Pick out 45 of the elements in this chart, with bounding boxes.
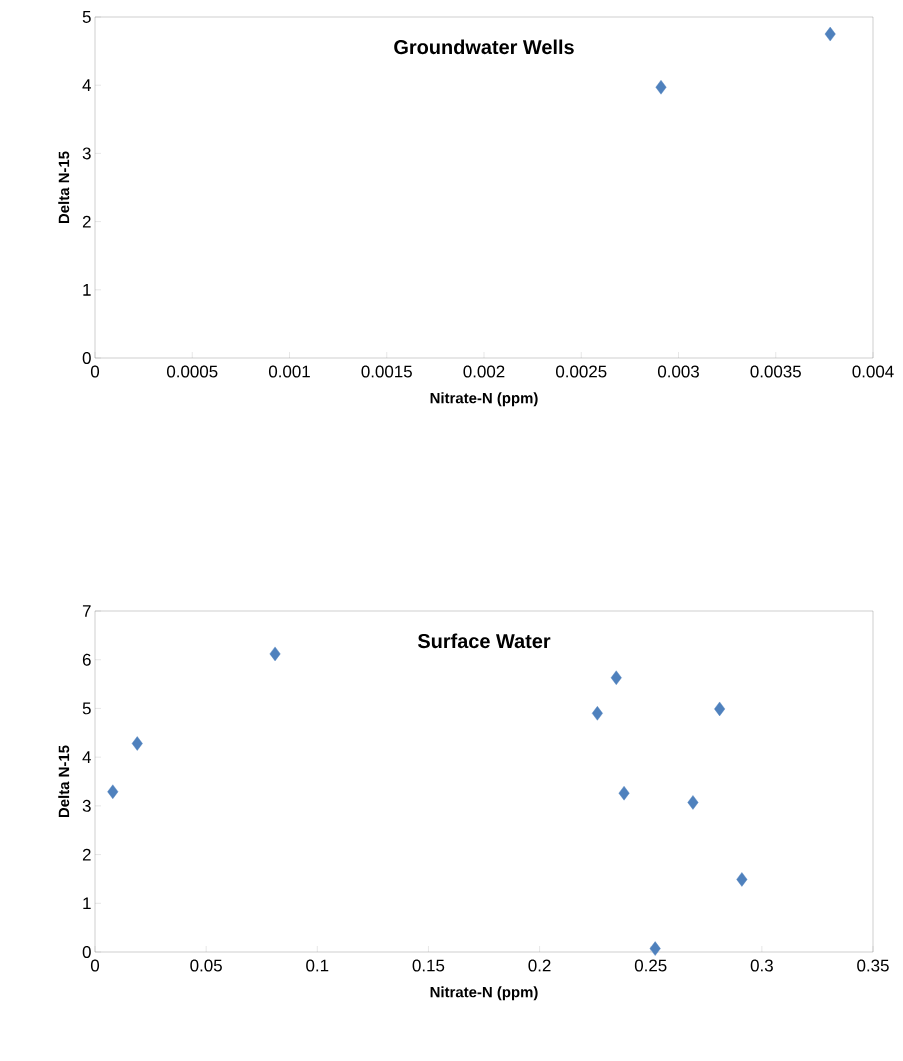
x-axis-title: Nitrate-N (ppm): [430, 986, 538, 1001]
x-tick-label: 0.0005: [167, 365, 218, 378]
point: [107, 784, 119, 799]
y-tick-label: 6: [82, 653, 91, 666]
x-axis-title: Nitrate-N (ppm): [430, 392, 538, 407]
x-tick-label: 0.004: [852, 365, 894, 378]
point: [649, 941, 661, 956]
point: [610, 670, 622, 685]
y-tick-label: 0: [82, 946, 91, 959]
y-tick-label: 3: [82, 147, 91, 160]
point: [714, 701, 726, 717]
y-tick-label: 4: [82, 79, 91, 92]
x-tick-label: 0.1: [306, 959, 329, 972]
text: Groundwater Wells: [394, 39, 574, 55]
x-tick-label: 0.001: [268, 365, 310, 378]
x-tick-label: 0.3: [750, 959, 773, 972]
y-tick-label: 2: [82, 848, 91, 861]
point: [131, 736, 143, 751]
y-tick-label: 0: [82, 352, 91, 365]
y-tick-label: 4: [82, 751, 91, 763]
y-tick-label: 1: [83, 283, 91, 296]
y-tick-label: 5: [82, 702, 91, 715]
y-axis-title: Delta N-15: [58, 745, 70, 818]
point: [269, 646, 281, 662]
x-tick-label: 0.15: [412, 959, 445, 972]
y-tick-label: 5: [82, 11, 91, 23]
x-tick-label: 0.25: [634, 959, 667, 972]
x-tick-label: 0.05: [190, 959, 222, 972]
x-tick-label: 0.2: [528, 959, 551, 972]
point: [618, 786, 630, 801]
x-tick-label: 0.003: [657, 365, 699, 378]
y-tick-label: 1: [83, 897, 91, 910]
x-tick-label: 0.002: [463, 365, 505, 378]
y-axis-title: Delta N-15: [58, 151, 70, 224]
y-tick-label: 7: [82, 605, 91, 617]
x-tick-label: 0.0025: [556, 365, 607, 378]
point: [687, 795, 699, 810]
x-tick-label: 0.35: [857, 959, 889, 972]
point: [736, 872, 748, 887]
x-tick-label: 0.0035: [750, 365, 801, 378]
y-tick-label: 3: [82, 799, 91, 812]
text: Surface Water: [417, 633, 551, 649]
x-tick-label: 0.0015: [361, 365, 412, 378]
y-tick-label: 2: [82, 215, 91, 228]
point: [591, 706, 603, 721]
